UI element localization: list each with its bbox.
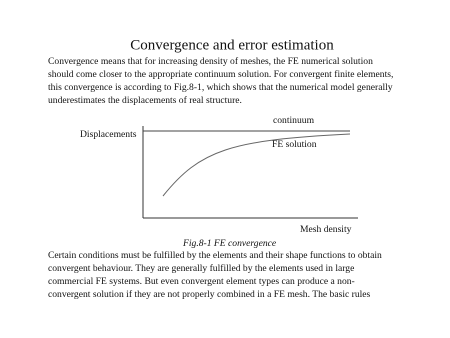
text-line: should come closer to the appropriate co… <box>48 69 393 80</box>
figure: Displacements continuum FE solution Mesh… <box>80 115 358 249</box>
continuum-label: continuum <box>273 115 315 126</box>
fe-curve <box>162 133 351 197</box>
text-line: convergent solution if they are not prop… <box>48 289 371 300</box>
text-line: Certain conditions must be fulfilled by … <box>48 250 382 261</box>
text-line: Convergence means that for increasing de… <box>48 56 373 67</box>
title: Convergence and error estimation <box>130 37 334 53</box>
text-line: underestimates the displacements of real… <box>48 95 242 106</box>
text-line: this convergence is according to Fig.8-1… <box>48 82 393 93</box>
text-line: commercial FE systems. But even converge… <box>48 276 355 287</box>
y-label: Displacements <box>80 129 137 140</box>
caption: Fig.8-1 FE convergence <box>182 238 277 249</box>
fe-label: FE solution <box>272 139 317 150</box>
paragraph: Certain conditions must be fulfilled by … <box>48 250 382 300</box>
x-label: Mesh density <box>300 224 352 235</box>
text-line: convergent behaviour. They are generally… <box>48 263 354 274</box>
paragraph: Convergence means that for increasing de… <box>48 56 393 106</box>
